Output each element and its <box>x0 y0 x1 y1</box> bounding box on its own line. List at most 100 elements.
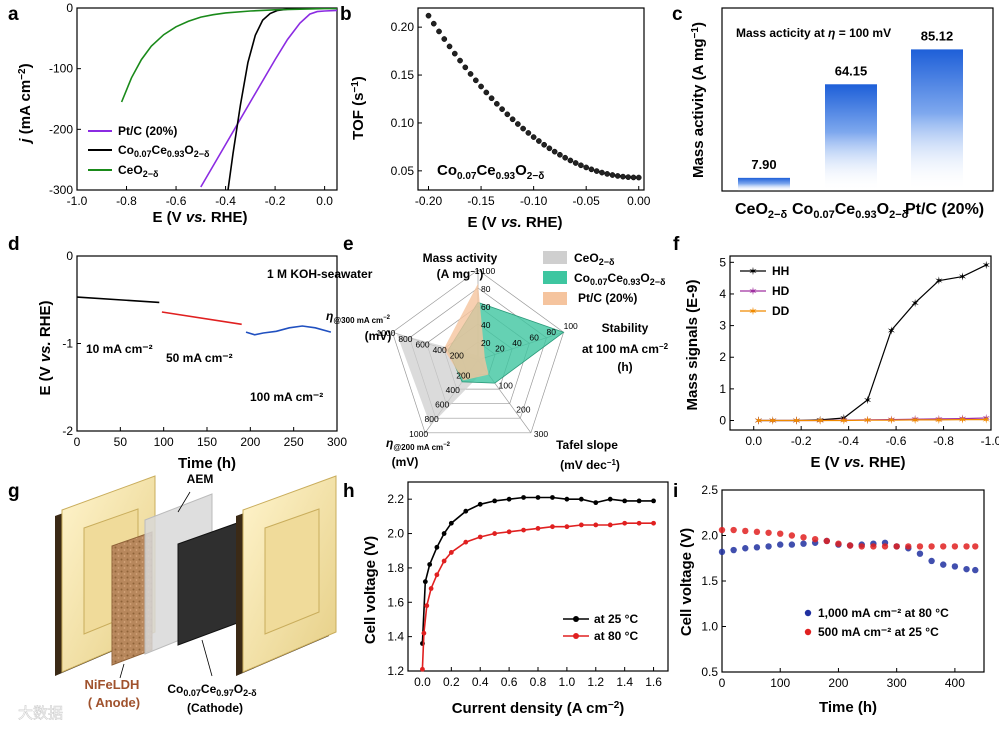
panel-d-xtick-label: 200 <box>240 435 260 449</box>
panel-i-point <box>765 543 772 550</box>
panel-a-axes-frame <box>76 7 338 191</box>
panel-b-xlabel: E (V vs. RHE) <box>467 214 562 231</box>
panel-i-point <box>753 528 761 536</box>
panel-i-point <box>765 529 772 536</box>
panel-d-xlabel: Time (h) <box>178 455 236 472</box>
panel-f-series-line-0 <box>758 264 987 422</box>
panel-f-point: ✶ <box>816 416 825 428</box>
panel-a-ylabel: j (mA cm−2) <box>17 63 34 144</box>
panel-i-point <box>835 540 842 547</box>
panel-f-point: ✶ <box>768 416 777 428</box>
panel-i-point <box>870 543 877 550</box>
panel-f-legend-marker: ✶ <box>748 286 757 298</box>
panel-b-point <box>593 168 600 174</box>
panel-f-point: ✶ <box>839 413 848 425</box>
panel-f-ytick-label: 5 <box>719 255 726 269</box>
panel-h-xtick-label: 1.0 <box>559 675 576 689</box>
radar-tick-label: 40 <box>512 338 522 348</box>
panel-i-legend-marker <box>804 628 812 636</box>
panel-h-point <box>593 500 599 506</box>
panel-f-point: ✶ <box>839 416 848 428</box>
panel-i-point <box>905 543 912 550</box>
panel-h-point <box>492 531 498 536</box>
panel-b-point <box>604 171 611 177</box>
panel-b-point <box>557 151 563 158</box>
radar-tick-label: 100 <box>499 380 513 390</box>
panel-h-point <box>622 498 628 504</box>
panel-b-point <box>525 130 532 136</box>
panel-i-point <box>718 526 726 534</box>
panel-b-point <box>536 138 542 144</box>
radar-axis-unit-mass: (A mg−1) <box>437 267 484 281</box>
panel-h-point <box>607 522 613 528</box>
panel-h-point <box>434 544 440 550</box>
panel-b-point <box>625 174 632 180</box>
panel-f-point: ✶ <box>754 416 763 428</box>
panel-i-point <box>811 535 819 543</box>
panel-b-ylabel: TOF (s−1) <box>350 76 367 140</box>
panel-b-chart: b -0.20 -0.15 -0.10 -0.05 0.00 0.05 0.10 0.15 0.… <box>340 4 651 231</box>
panel-b-point <box>546 145 553 152</box>
panel-h-ytick-label: 2.0 <box>387 527 404 541</box>
panel-f-point: ✶ <box>768 416 777 428</box>
panel-d-label-100: 100 mA cm⁻² <box>250 390 323 404</box>
panel-f-point: ✶ <box>887 415 896 427</box>
panel-d-label-10: 10 mA cm⁻² <box>86 342 153 356</box>
panel-f-point: ✶ <box>754 416 763 428</box>
panel-i-legend-marker <box>804 609 812 617</box>
panel-h-point <box>521 495 526 500</box>
radar-axis-label-eta300: η@300 mA cm−2 <box>326 309 391 325</box>
panel-i-xtick-label: 0 <box>719 676 726 690</box>
panel-a-legend: Pt/C (20%) Co0.07Ce0.93O2−δ CeO2−δ <box>88 124 210 179</box>
panel-h-series-line-1 <box>421 522 654 670</box>
panel-c-cat-ceo2: CeO2−δ <box>735 201 787 221</box>
panel-i-point <box>742 527 749 535</box>
panel-e-chart: e 20406080100204060801001002003002004006… <box>326 234 669 472</box>
panel-d-ytick-label: -2 <box>62 424 73 438</box>
panel-i-point <box>881 543 889 550</box>
panel-i-point <box>788 541 796 548</box>
panel-i-point <box>730 526 737 534</box>
radar-tick-label: 200 <box>516 405 530 415</box>
panel-f-point: ✶ <box>792 416 801 428</box>
label-cathode-role: (Cathode) <box>187 701 243 715</box>
panel-f-ytick-label: 2 <box>719 350 726 364</box>
radar-axis-unit-stability: at 100 mA cm−2 <box>582 342 669 356</box>
panel-h-chart: h 0.0 0.2 0.4 0.6 0.8 1.0 1.2 1.4 1.6 1.2 1.4 1.6 1.… <box>343 481 669 717</box>
legend-label-e-ceo2: CeO2−δ <box>574 251 615 267</box>
legend-label-e-co: Co0.07Ce0.93O2−δ <box>574 271 666 287</box>
panel-c-bar <box>825 84 877 191</box>
radar-axis-label-stability: Stability <box>602 321 649 335</box>
panel-b-point <box>446 43 453 50</box>
radar-tick-label: 1000 <box>376 328 395 338</box>
panel-h-xtick-label: 1.2 <box>587 675 604 689</box>
panel-h-ytick-label: 1.8 <box>387 561 404 575</box>
panel-f-xtick-label: 0.0 <box>745 434 762 448</box>
radar-axis-unit-tafel: (mV dec−1) <box>560 458 620 472</box>
panel-a-ytick-label: -100 <box>49 62 73 76</box>
panel-a-series-line-2 <box>120 8 337 103</box>
panel-letter-a: a <box>8 4 19 25</box>
panel-h-point <box>578 496 584 502</box>
label-anode: NiFeLDH <box>85 677 140 692</box>
panel-h-legend-label: at 80 °C <box>594 629 638 643</box>
panel-c-chart: c Mass acticity at η = 100 mV 7.90 64.15 8… <box>672 4 994 221</box>
panel-letter-h: h <box>343 481 355 502</box>
panel-h-xtick-label: 0.0 <box>414 675 431 689</box>
panel-f-ytick-label: 0 <box>719 414 726 428</box>
panel-b-point <box>583 164 590 171</box>
panel-h-xtick-label: 0.6 <box>501 675 518 689</box>
panel-h-point <box>420 666 425 672</box>
panel-f-point: ✶ <box>887 325 896 337</box>
panel-a-series-line-1 <box>227 8 337 190</box>
panel-b-point <box>483 89 490 96</box>
panel-i-point <box>846 542 854 549</box>
panel-f-ylabel: Mass signals (E-9) <box>684 280 701 411</box>
panel-a-chart: a -1.0 -0.8 -0.6 -0.4 -0.2 0.0 0 -100 -200 -300 P… <box>8 1 338 226</box>
panel-c-cat-ptc: Pt/C (20%) <box>905 201 984 218</box>
panel-b-point <box>441 36 448 42</box>
radar-tick-label: 200 <box>456 371 470 381</box>
panel-h-point <box>564 496 570 502</box>
panel-f-point: ✶ <box>792 416 801 428</box>
radar-tick-label: 80 <box>481 284 491 294</box>
